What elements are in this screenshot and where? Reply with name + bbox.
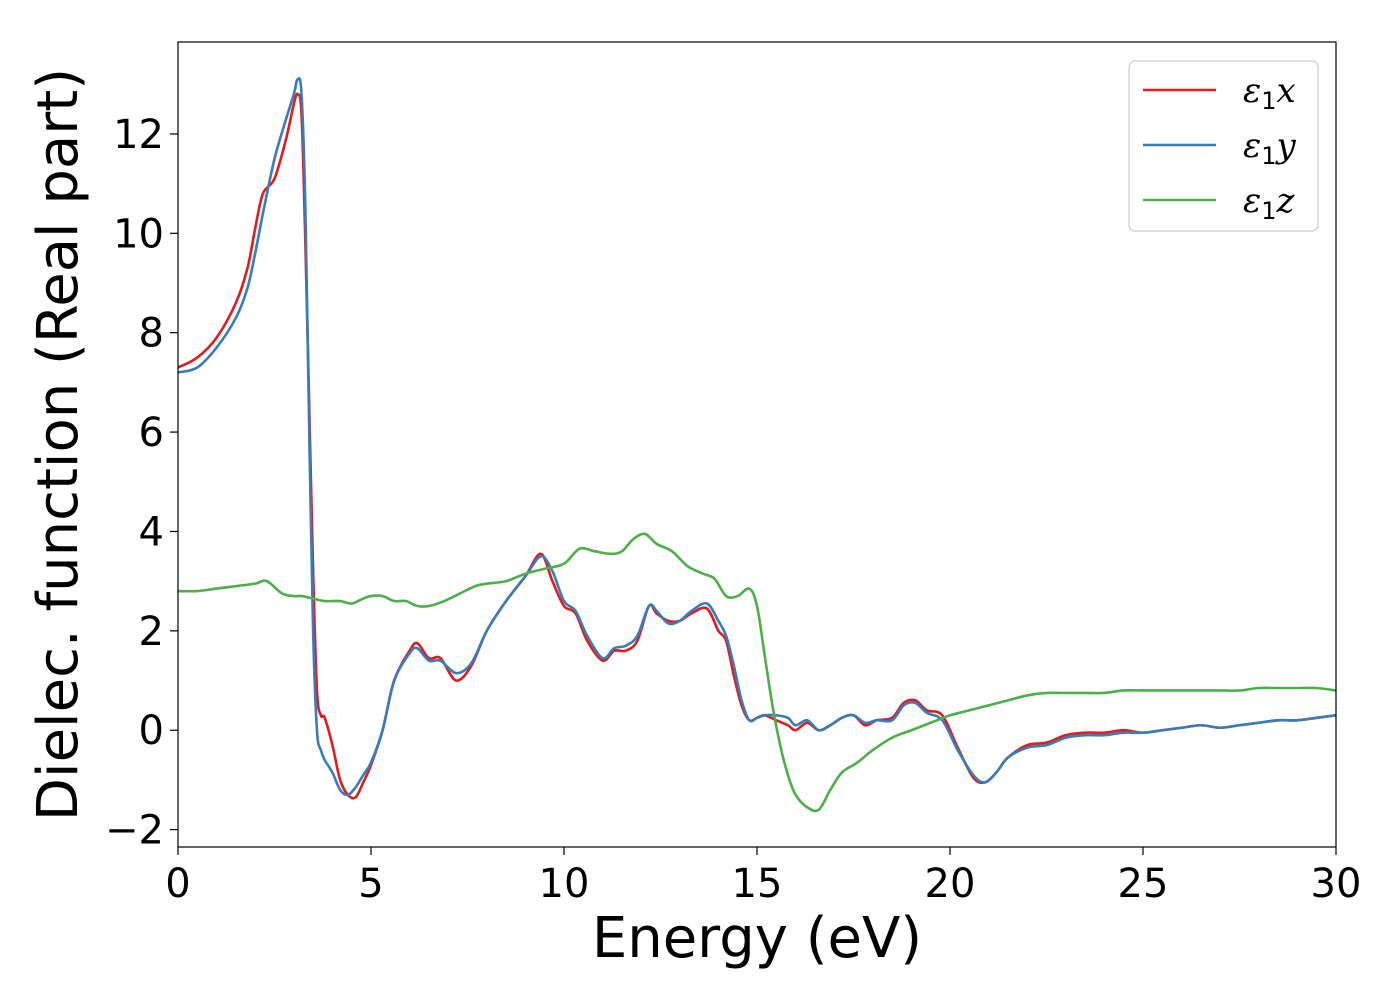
y-tick-label: 4 [139, 509, 164, 555]
x-tick-label: 0 [165, 861, 190, 907]
x-axis-ticks: 0 5 10 15 20 25 30 [165, 847, 1361, 907]
x-tick-label: 20 [925, 861, 976, 907]
series-line-y [178, 77, 1336, 797]
y-tick-label: 12 [113, 112, 164, 158]
x-tick-label: 25 [1118, 861, 1169, 907]
y-axis-label: Dielec. function (Real part) [26, 68, 91, 821]
x-tick-label: 15 [732, 861, 783, 907]
x-tick-label: 30 [1311, 861, 1362, 907]
series-layer [178, 77, 1336, 813]
legend-label-z: ε1z [1243, 181, 1296, 225]
y-tick-label: 6 [139, 410, 164, 456]
legend: ε1x ε1y ε1z [1128, 60, 1319, 232]
y-tick-label: 2 [139, 609, 164, 655]
x-tick-label: 5 [358, 861, 383, 907]
y-tick-label: 10 [113, 211, 164, 257]
series-line-z [178, 532, 1336, 813]
x-axis-label: Energy (eV) [592, 906, 922, 971]
legend-label-y: ε1y [1243, 126, 1297, 170]
legend-box [1128, 60, 1319, 232]
y-tick-label: 0 [139, 708, 164, 754]
y-tick-label: −2 [105, 808, 164, 854]
y-tick-label: 8 [139, 311, 164, 357]
x-tick-label: 10 [539, 861, 590, 907]
legend-label-x: ε1x [1243, 71, 1296, 115]
y-axis-ticks: −2 0 2 4 6 8 10 12 [105, 112, 178, 854]
